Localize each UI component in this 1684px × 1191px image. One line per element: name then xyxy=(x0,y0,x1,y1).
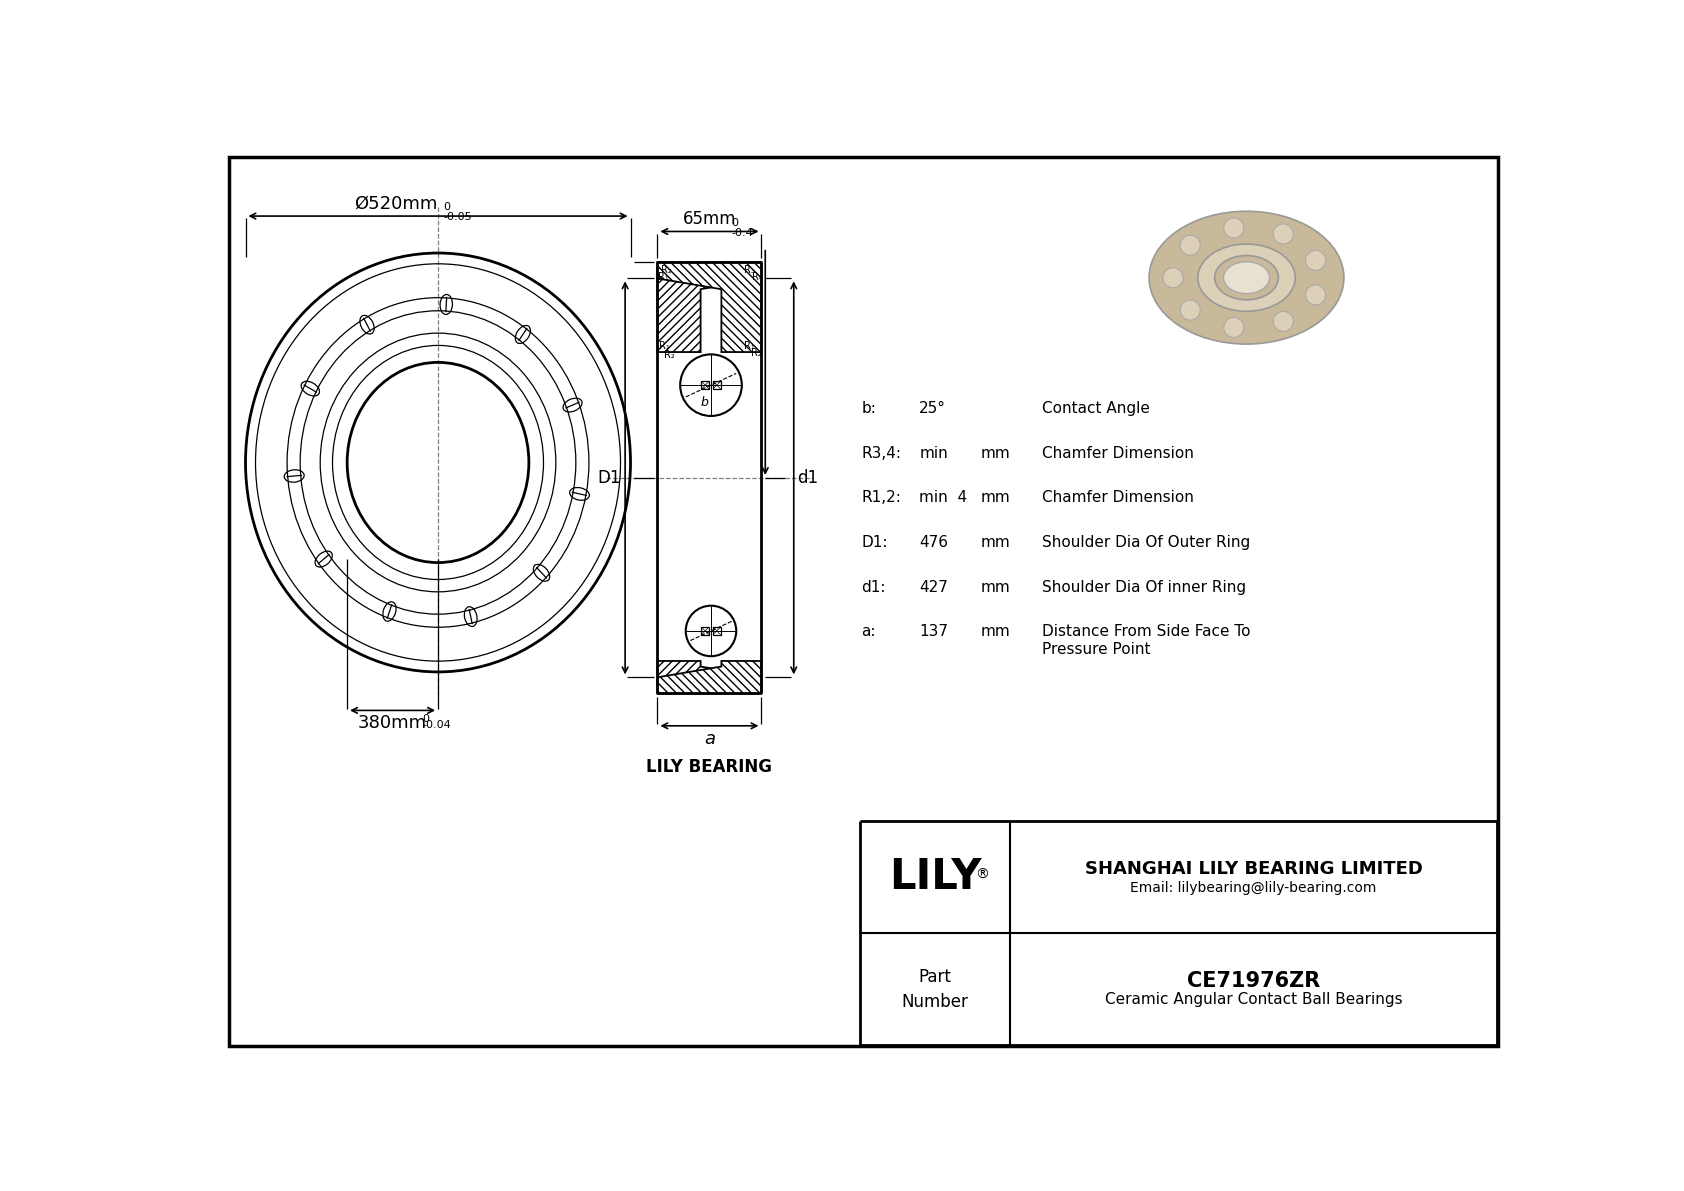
Text: -0.04: -0.04 xyxy=(423,721,451,730)
Circle shape xyxy=(1273,224,1293,244)
Ellipse shape xyxy=(1148,211,1344,344)
Text: R₂: R₂ xyxy=(751,348,761,358)
Circle shape xyxy=(1180,300,1201,320)
Text: R1,2:: R1,2: xyxy=(862,491,901,505)
Ellipse shape xyxy=(1197,244,1295,311)
Text: 25°: 25° xyxy=(919,401,946,416)
Bar xyxy=(701,381,709,389)
Circle shape xyxy=(1224,218,1244,238)
Circle shape xyxy=(1224,317,1244,337)
Bar xyxy=(701,628,709,635)
Text: LILY BEARING: LILY BEARING xyxy=(647,759,773,777)
Text: Chamfer Dimension: Chamfer Dimension xyxy=(1042,445,1194,461)
Text: CE71976ZR: CE71976ZR xyxy=(1187,972,1320,991)
Bar xyxy=(712,628,721,635)
Text: 0: 0 xyxy=(731,218,738,227)
Text: R₁: R₁ xyxy=(658,341,670,350)
Text: 0: 0 xyxy=(443,202,450,212)
Text: D1:: D1: xyxy=(862,535,887,550)
Text: Shoulder Dia Of Outer Ring: Shoulder Dia Of Outer Ring xyxy=(1042,535,1251,550)
Text: R₁: R₁ xyxy=(658,272,669,281)
Circle shape xyxy=(1273,311,1293,331)
Text: min  4: min 4 xyxy=(919,491,967,505)
Circle shape xyxy=(1305,285,1325,305)
Text: R3,4:: R3,4: xyxy=(862,445,901,461)
Text: 137: 137 xyxy=(919,624,948,640)
Text: Email: lilybearing@lily-bearing.com: Email: lilybearing@lily-bearing.com xyxy=(1130,880,1376,894)
Text: Part
Number: Part Number xyxy=(901,967,968,1011)
Text: mm: mm xyxy=(980,624,1010,640)
Text: mm: mm xyxy=(980,535,1010,550)
Text: Contact Angle: Contact Angle xyxy=(1042,401,1150,416)
Text: Ø520mm: Ø520mm xyxy=(354,194,438,212)
Text: 0: 0 xyxy=(423,715,429,724)
Text: d1:: d1: xyxy=(862,580,886,594)
Text: 380mm: 380mm xyxy=(359,715,428,732)
Polygon shape xyxy=(657,262,761,353)
Ellipse shape xyxy=(1214,256,1278,300)
Text: D1: D1 xyxy=(598,469,621,487)
Text: mm: mm xyxy=(980,445,1010,461)
Text: Ceramic Angular Contact Ball Bearings: Ceramic Angular Contact Ball Bearings xyxy=(1105,992,1403,1008)
Text: a:: a: xyxy=(862,624,876,640)
Circle shape xyxy=(1164,268,1184,288)
Bar xyxy=(712,381,721,389)
Ellipse shape xyxy=(1224,262,1270,294)
Polygon shape xyxy=(657,661,761,693)
Text: Distance From Side Face To
Pressure Point: Distance From Side Face To Pressure Poin… xyxy=(1042,624,1251,656)
Polygon shape xyxy=(657,661,761,693)
Text: min: min xyxy=(919,445,948,461)
Text: a: a xyxy=(704,730,716,748)
Circle shape xyxy=(1305,250,1325,270)
Circle shape xyxy=(680,355,741,416)
Text: Chamfer Dimension: Chamfer Dimension xyxy=(1042,491,1194,505)
Text: ®: ® xyxy=(975,867,989,881)
Text: R₂: R₂ xyxy=(662,264,672,275)
Text: R₁: R₁ xyxy=(744,341,754,350)
Circle shape xyxy=(1180,235,1201,255)
Text: SHANGHAI LILY BEARING LIMITED: SHANGHAI LILY BEARING LIMITED xyxy=(1084,860,1423,878)
Text: d1: d1 xyxy=(798,469,818,487)
Text: mm: mm xyxy=(980,580,1010,594)
Text: Shoulder Dia Of inner Ring: Shoulder Dia Of inner Ring xyxy=(1042,580,1246,594)
Text: 65mm: 65mm xyxy=(682,210,736,227)
Circle shape xyxy=(685,606,736,656)
Text: R₃: R₃ xyxy=(744,264,756,275)
Text: b:: b: xyxy=(862,401,876,416)
Text: mm: mm xyxy=(980,491,1010,505)
Text: -0.4: -0.4 xyxy=(731,227,753,238)
Text: R₂: R₂ xyxy=(663,350,674,360)
Text: LILY: LILY xyxy=(889,855,982,898)
Text: R₄: R₄ xyxy=(753,272,763,281)
Text: 427: 427 xyxy=(919,580,948,594)
Text: 476: 476 xyxy=(919,535,948,550)
Text: -0.05: -0.05 xyxy=(443,212,472,223)
Polygon shape xyxy=(657,262,761,353)
Text: b: b xyxy=(701,395,709,409)
